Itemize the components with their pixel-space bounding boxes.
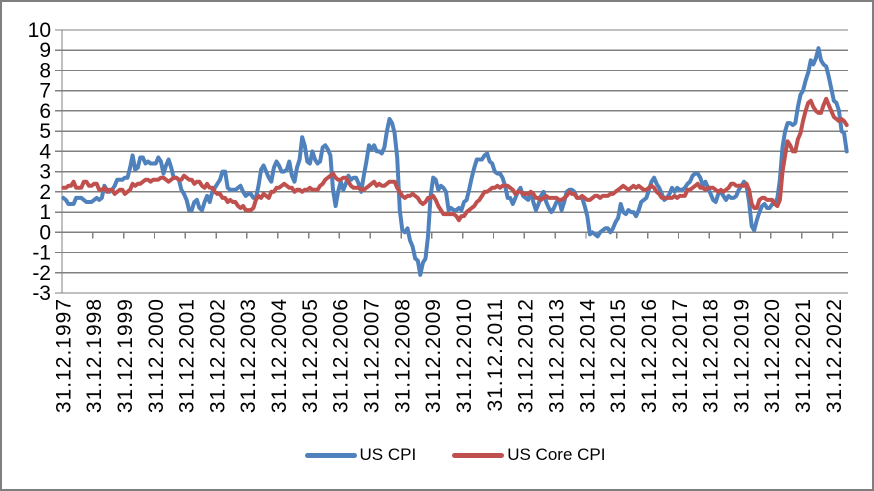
y-axis [55,29,63,294]
x-axis-label: 31.12.2004 [268,298,291,413]
series-line-us-cpi [61,46,849,277]
x-axis-labels: 31.12.1997 31.12.1998 31.12.1999 31.12.2000… [52,298,846,413]
x-axis-label: 31.12.2016 [638,298,661,413]
x-axis-label: 31.12.2008 [391,298,414,413]
x-axis-label: 31.12.2014 [576,298,599,413]
y-axis-label: 7 [39,80,51,103]
x-axis-label: 31.12.2007 [361,298,384,413]
x-axis-label: 31.12.2018 [700,298,723,413]
y-axis-label: 2 [39,181,51,204]
x-axis-label: 31.12.2012 [515,298,538,413]
y-axis-label: -2 [32,262,51,285]
y-axis-label: 3 [39,161,51,184]
x-axis [62,231,848,239]
legend-item-us-core-cpi: US Core CPI [452,445,605,465]
x-axis-label: 31.12.1999 [114,298,137,413]
y-axis-label: 5 [39,120,51,143]
legend-label-us-core-cpi: US Core CPI [507,445,606,464]
y-axis-label: 8 [39,60,51,83]
legend-item-us-cpi: US CPI [304,445,417,465]
x-axis-label: 31.12.2017 [669,298,692,413]
x-axis-label: 31.12.2020 [761,298,784,413]
gridlines [62,29,848,294]
series-line-us-core-cpi [61,96,849,223]
x-axis-label: 31.12.2010 [453,298,476,413]
y-axis-label: 4 [39,140,51,163]
x-axis-label: 31.12.2013 [546,298,569,413]
x-axis-label: 31.12.2003 [237,298,260,413]
x-axis-label: 31.12.2006 [330,298,353,413]
y-axis-label: -3 [32,282,51,305]
y-axis-label: 10 [28,19,51,42]
series-lines [61,46,849,277]
x-axis-label: 31.12.2019 [730,298,753,413]
y-axis-label: -1 [32,242,51,265]
x-axis-label: 31.12.2021 [792,298,815,413]
chart-legend: US CPI US Core CPI [62,445,848,465]
y-axis-label: 1 [39,201,51,224]
x-axis-label: 31.12.2001 [176,298,199,413]
legend-label-us-cpi: US CPI [359,445,417,464]
y-axis-label: 9 [39,39,51,62]
x-axis-label: 31.12.1998 [83,298,106,413]
x-axis-label: 31.12.2009 [422,298,445,413]
x-axis-label: 31.12.2015 [607,298,630,413]
legend-swatch-us-cpi [304,452,357,458]
legend-swatch-us-core-cpi [452,452,505,458]
y-axis-label: 0 [39,221,51,244]
x-axis-label: 31.12.2002 [206,298,229,413]
x-axis-label: 31.12.2011 [484,298,507,412]
x-axis-label: 31.12.1997 [52,298,75,413]
x-axis-label: 31.12.2022 [823,298,846,413]
y-axis-label: 6 [39,100,51,123]
x-axis-label: 31.12.2000 [145,298,168,413]
x-axis-label: 31.12.2005 [299,298,322,413]
